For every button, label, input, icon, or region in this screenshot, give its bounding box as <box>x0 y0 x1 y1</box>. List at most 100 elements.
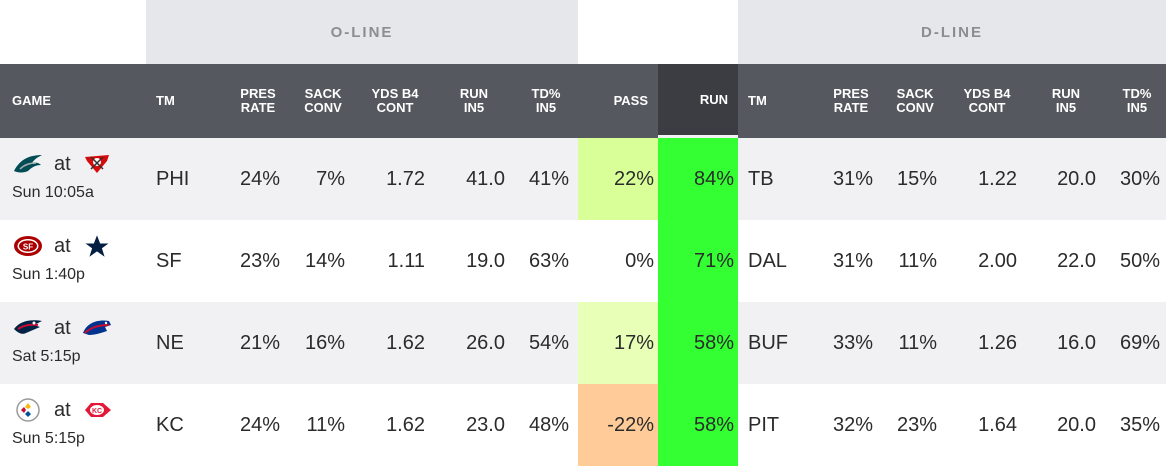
col-header-run-in5[interactable]: RUN IN5 <box>459 86 489 115</box>
run-in5-value: 19.0 <box>466 249 505 272</box>
def-run-in5-value: 20.0 <box>1057 167 1096 190</box>
49ers-logo <box>12 233 44 259</box>
eagles-logo <box>12 151 44 177</box>
offense-team: SF <box>156 249 182 272</box>
run-in5-value: 23.0 <box>466 413 505 436</box>
col-header-sack-conv-def[interactable]: SACK CONV <box>896 86 934 115</box>
pres-rate-value: 21% <box>239 331 280 354</box>
defense-team: TB <box>748 167 774 190</box>
run-in5-value: 26.0 <box>466 331 505 354</box>
run-value: 58% <box>658 384 738 466</box>
def-yds-b4-cont-value: 2.00 <box>978 249 1017 272</box>
def-pres-rate-value: 32% <box>832 413 873 436</box>
def-sack-conv-value: 11% <box>898 331 937 354</box>
col-header-pres-rate-def[interactable]: PRES RATE <box>833 86 869 115</box>
game-cell[interactable]: at Sat 5:15p <box>12 302 142 384</box>
steelers-logo <box>12 397 44 423</box>
pass-value: -22% <box>578 384 658 466</box>
table-row[interactable]: at Sun 10:05a PHI 24% 7% 1.72 41.0 41% TB 31% 15% 1… <box>0 138 1166 220</box>
col-header-yds-b4-cont[interactable]: YDS B4 CONT <box>371 86 419 115</box>
matchup: at <box>12 232 113 260</box>
def-run-in5-value: 22.0 <box>1057 249 1096 272</box>
table-row[interactable]: at Sun 1:40p SF 23% 14% 1.11 19.0 63% DAL 31% 11% 2… <box>0 220 1166 302</box>
yds-b4-cont-value: 1.72 <box>386 167 425 190</box>
def-td-in5-value: 69% <box>1119 331 1160 354</box>
def-pres-rate-value: 33% <box>832 331 873 354</box>
sack-conv-value: 11% <box>306 413 345 436</box>
oline-group-header: O-LINE <box>146 0 578 64</box>
run-value: 84% <box>658 138 738 220</box>
yds-b4-cont-value: 1.62 <box>386 331 425 354</box>
chiefs-logo <box>81 397 113 423</box>
sack-conv-value: 14% <box>304 249 345 272</box>
pres-rate-value: 24% <box>239 167 280 190</box>
col-header-run-in5-def[interactable]: RUN IN5 <box>1051 86 1081 115</box>
offense-team: PHI <box>156 167 190 190</box>
at-label: at <box>54 234 71 257</box>
def-yds-b4-cont-value: 1.22 <box>978 167 1017 190</box>
run-in5-value: 41.0 <box>466 167 505 190</box>
game-cell[interactable]: at Sun 1:40p <box>12 220 142 302</box>
offense-team: KC <box>156 413 184 436</box>
offense-team: NE <box>156 331 184 354</box>
col-header-run-sorted[interactable]: RUN <box>658 64 738 138</box>
at-label: at <box>54 398 71 421</box>
at-label: at <box>54 152 71 175</box>
yds-b4-cont-value: 1.11 <box>387 249 425 272</box>
column-header-bar <box>0 64 1166 138</box>
def-td-in5-value: 35% <box>1119 413 1160 436</box>
def-sack-conv-value: 15% <box>896 167 937 190</box>
sack-conv-value: 7% <box>316 167 345 190</box>
matchup: at <box>12 150 113 178</box>
col-header-td-in5[interactable]: TD% IN5 <box>531 86 561 115</box>
def-sack-conv-value: 23% <box>896 413 937 436</box>
cowboys-logo <box>81 233 113 259</box>
td-in5-value: 41% <box>528 167 569 190</box>
col-header-game[interactable]: GAME <box>12 93 51 108</box>
def-sack-conv-value: 11% <box>898 249 937 272</box>
pass-value: 0% <box>578 220 658 302</box>
game-time: Sun 10:05a <box>12 184 94 201</box>
yds-b4-cont-value: 1.62 <box>386 413 425 436</box>
patriots-logo <box>12 315 44 341</box>
dline-group-header: D-LINE <box>738 0 1166 64</box>
pass-value: 22% <box>578 138 658 220</box>
game-time: Sun 1:40p <box>12 266 85 283</box>
col-header-td-in5-def[interactable]: TD% IN5 <box>1122 86 1152 115</box>
game-cell[interactable]: at Sun 10:05a <box>12 138 142 220</box>
col-header-sack-conv[interactable]: SACK CONV <box>304 86 342 115</box>
game-time: Sun 5:15p <box>12 430 85 447</box>
defense-team: DAL <box>748 249 787 272</box>
def-yds-b4-cont-value: 1.26 <box>978 331 1017 354</box>
td-in5-value: 63% <box>528 249 569 272</box>
defense-team: PIT <box>748 413 780 436</box>
col-header-pass[interactable]: PASS <box>613 93 648 108</box>
matchup: at <box>12 396 113 424</box>
run-value: 71% <box>658 220 738 302</box>
bills-logo <box>81 315 113 341</box>
buccaneers-logo <box>81 151 113 177</box>
col-header-tm[interactable]: TM <box>156 93 175 108</box>
def-pres-rate-value: 31% <box>832 249 873 272</box>
game-time: Sat 5:15p <box>12 348 81 365</box>
pres-rate-value: 23% <box>239 249 280 272</box>
matchup: at <box>12 314 113 342</box>
col-header-pres-rate[interactable]: PRES RATE <box>240 86 276 115</box>
table-row[interactable]: at Sat 5:15p NE 21% 16% 1.62 26.0 54% BUF 33% 11% 1… <box>0 302 1166 384</box>
def-run-in5-value: 16.0 <box>1057 331 1096 354</box>
def-run-in5-value: 20.0 <box>1057 413 1096 436</box>
at-label: at <box>54 316 71 339</box>
pass-value: 17% <box>578 302 658 384</box>
sack-conv-value: 16% <box>304 331 345 354</box>
td-in5-value: 48% <box>528 413 569 436</box>
def-td-in5-value: 50% <box>1119 249 1160 272</box>
game-cell[interactable]: at Sun 5:15p <box>12 384 142 466</box>
def-yds-b4-cont-value: 1.64 <box>978 413 1017 436</box>
def-td-in5-value: 30% <box>1119 167 1160 190</box>
defense-team: BUF <box>748 331 788 354</box>
col-header-tm-def[interactable]: TM <box>748 93 767 108</box>
col-header-yds-b4-cont-def[interactable]: YDS B4 CONT <box>963 86 1011 115</box>
table-row[interactable]: at Sun 5:15p KC 24% 11% 1.62 23.0 48% PIT 32% 23% 1… <box>0 384 1166 466</box>
run-value: 58% <box>658 302 738 384</box>
pres-rate-value: 24% <box>239 413 280 436</box>
